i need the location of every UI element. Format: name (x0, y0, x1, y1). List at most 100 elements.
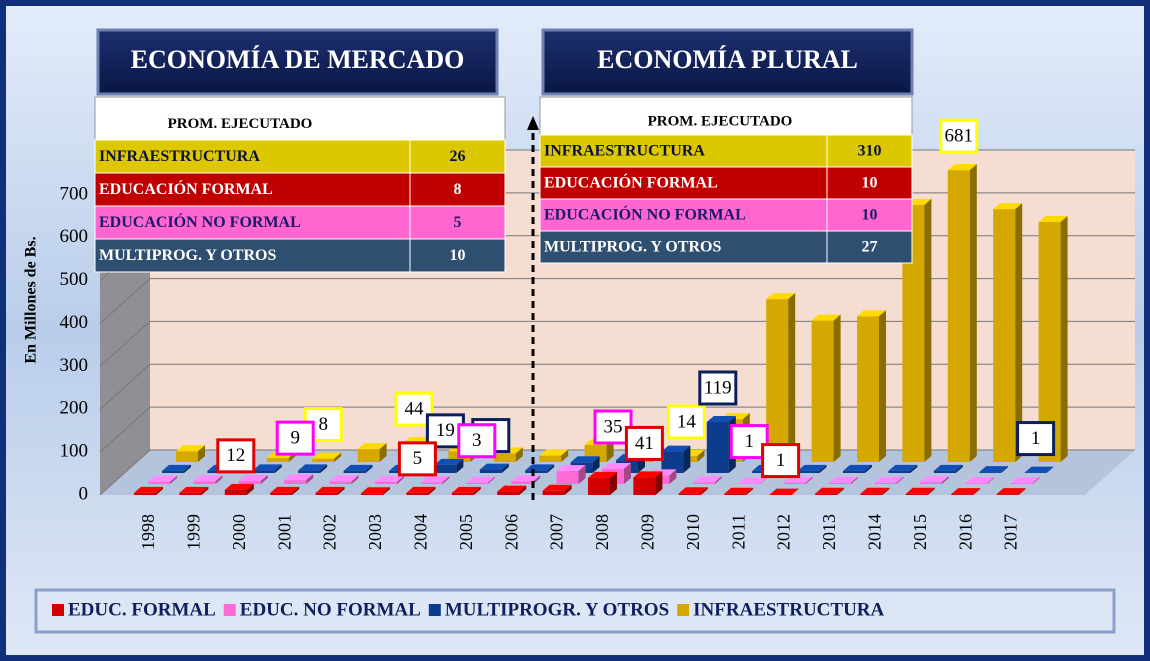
data-label-text: 9 (290, 428, 300, 449)
table-header-text: PROM. EJECUTADO (168, 116, 313, 132)
bar-front (993, 209, 1016, 462)
data-label-text: 44 (405, 399, 425, 420)
bar-top (965, 477, 995, 484)
bar (179, 486, 209, 495)
bar-top (162, 464, 191, 471)
bar (162, 464, 191, 473)
bar-front (902, 204, 925, 462)
bar (815, 487, 844, 495)
bar-side (1060, 216, 1068, 462)
panel-title: ECONOMÍA PLURAL (597, 45, 858, 74)
x-tick-label: 2005 (456, 514, 476, 550)
bar-side (700, 487, 708, 495)
x-tick-label: 2009 (638, 514, 658, 550)
bar-front (905, 493, 928, 495)
bar-top (420, 476, 450, 483)
data-label-box (457, 423, 497, 459)
bar-front (511, 481, 534, 484)
bar-side (334, 452, 342, 462)
x-tick-label: 2004 (411, 514, 431, 550)
bar (434, 458, 464, 473)
y-tick-label: 100 (60, 441, 89, 462)
bar (888, 464, 918, 473)
bar-front (797, 470, 820, 473)
data-label: 5 (397, 441, 437, 477)
bar-top (829, 476, 858, 483)
bar-front (193, 481, 216, 484)
bar (766, 293, 796, 462)
bar-side (851, 476, 858, 484)
bar-side (246, 483, 254, 495)
x-tick-label: 1999 (184, 514, 204, 550)
bar-side (592, 456, 600, 473)
bar-front (465, 482, 488, 484)
bar-front (933, 470, 956, 473)
bar-side (987, 477, 995, 484)
bar-front (857, 316, 879, 462)
bar-top (769, 488, 799, 495)
bar-top (1024, 466, 1054, 473)
bar (829, 476, 858, 484)
x-tick-label: 2002 (320, 514, 340, 550)
bar (193, 475, 223, 484)
grid-line (99, 278, 1135, 324)
bar-front (843, 470, 865, 473)
bar-side (896, 476, 904, 484)
bar (979, 466, 1009, 473)
bar-front (556, 471, 579, 484)
bar (1024, 466, 1054, 473)
bar (315, 486, 345, 495)
table-row-value: 26 (450, 148, 466, 165)
bar-top (933, 464, 963, 471)
bar-side (833, 314, 841, 462)
bar-front (134, 492, 156, 495)
bar-front (951, 494, 974, 495)
bar-top (996, 488, 1026, 495)
bar-top (661, 445, 691, 452)
data-label: 1 (1016, 421, 1056, 457)
bar-side (456, 458, 464, 473)
legend-box (34, 588, 1116, 634)
bar-side (515, 447, 523, 462)
bar-side (519, 485, 527, 495)
bar (738, 477, 768, 484)
table-row-value: 8 (454, 181, 462, 198)
data-label-text: 5 (413, 448, 423, 469)
bar-front (434, 464, 457, 473)
bar-front (312, 458, 335, 462)
x-tick-label: 2016 (955, 514, 975, 550)
bar-side (547, 464, 555, 473)
bar-top (783, 476, 813, 483)
bar-top (375, 475, 404, 482)
bar (298, 464, 328, 473)
bar-top (843, 464, 872, 471)
bar-side (274, 464, 282, 473)
data-label-text: 1 (776, 450, 786, 471)
bar-top (724, 487, 754, 494)
bar-side (292, 486, 300, 495)
bar-top (570, 456, 600, 463)
bar (479, 463, 509, 473)
bar (993, 203, 1023, 462)
bar-front (420, 482, 443, 484)
data-label-box (939, 118, 979, 154)
bar-top (312, 452, 342, 459)
bar (525, 464, 555, 473)
bar-top (979, 466, 1009, 473)
bar-side (610, 471, 617, 495)
bar-top (148, 475, 177, 482)
bar-front (252, 470, 275, 473)
bar-side (564, 484, 572, 495)
bar (420, 476, 450, 484)
bar (678, 487, 708, 495)
legend-label: MULTIPROGR. Y OTROS (445, 599, 669, 620)
bar (724, 487, 754, 495)
bar-front (329, 481, 352, 484)
bar-top (815, 487, 844, 494)
bar-front (497, 491, 520, 495)
panel-title-box (541, 28, 914, 96)
bar-front (162, 470, 184, 473)
bar-front (996, 494, 1019, 495)
grid-line (99, 449, 1135, 496)
bar-top (857, 310, 886, 317)
